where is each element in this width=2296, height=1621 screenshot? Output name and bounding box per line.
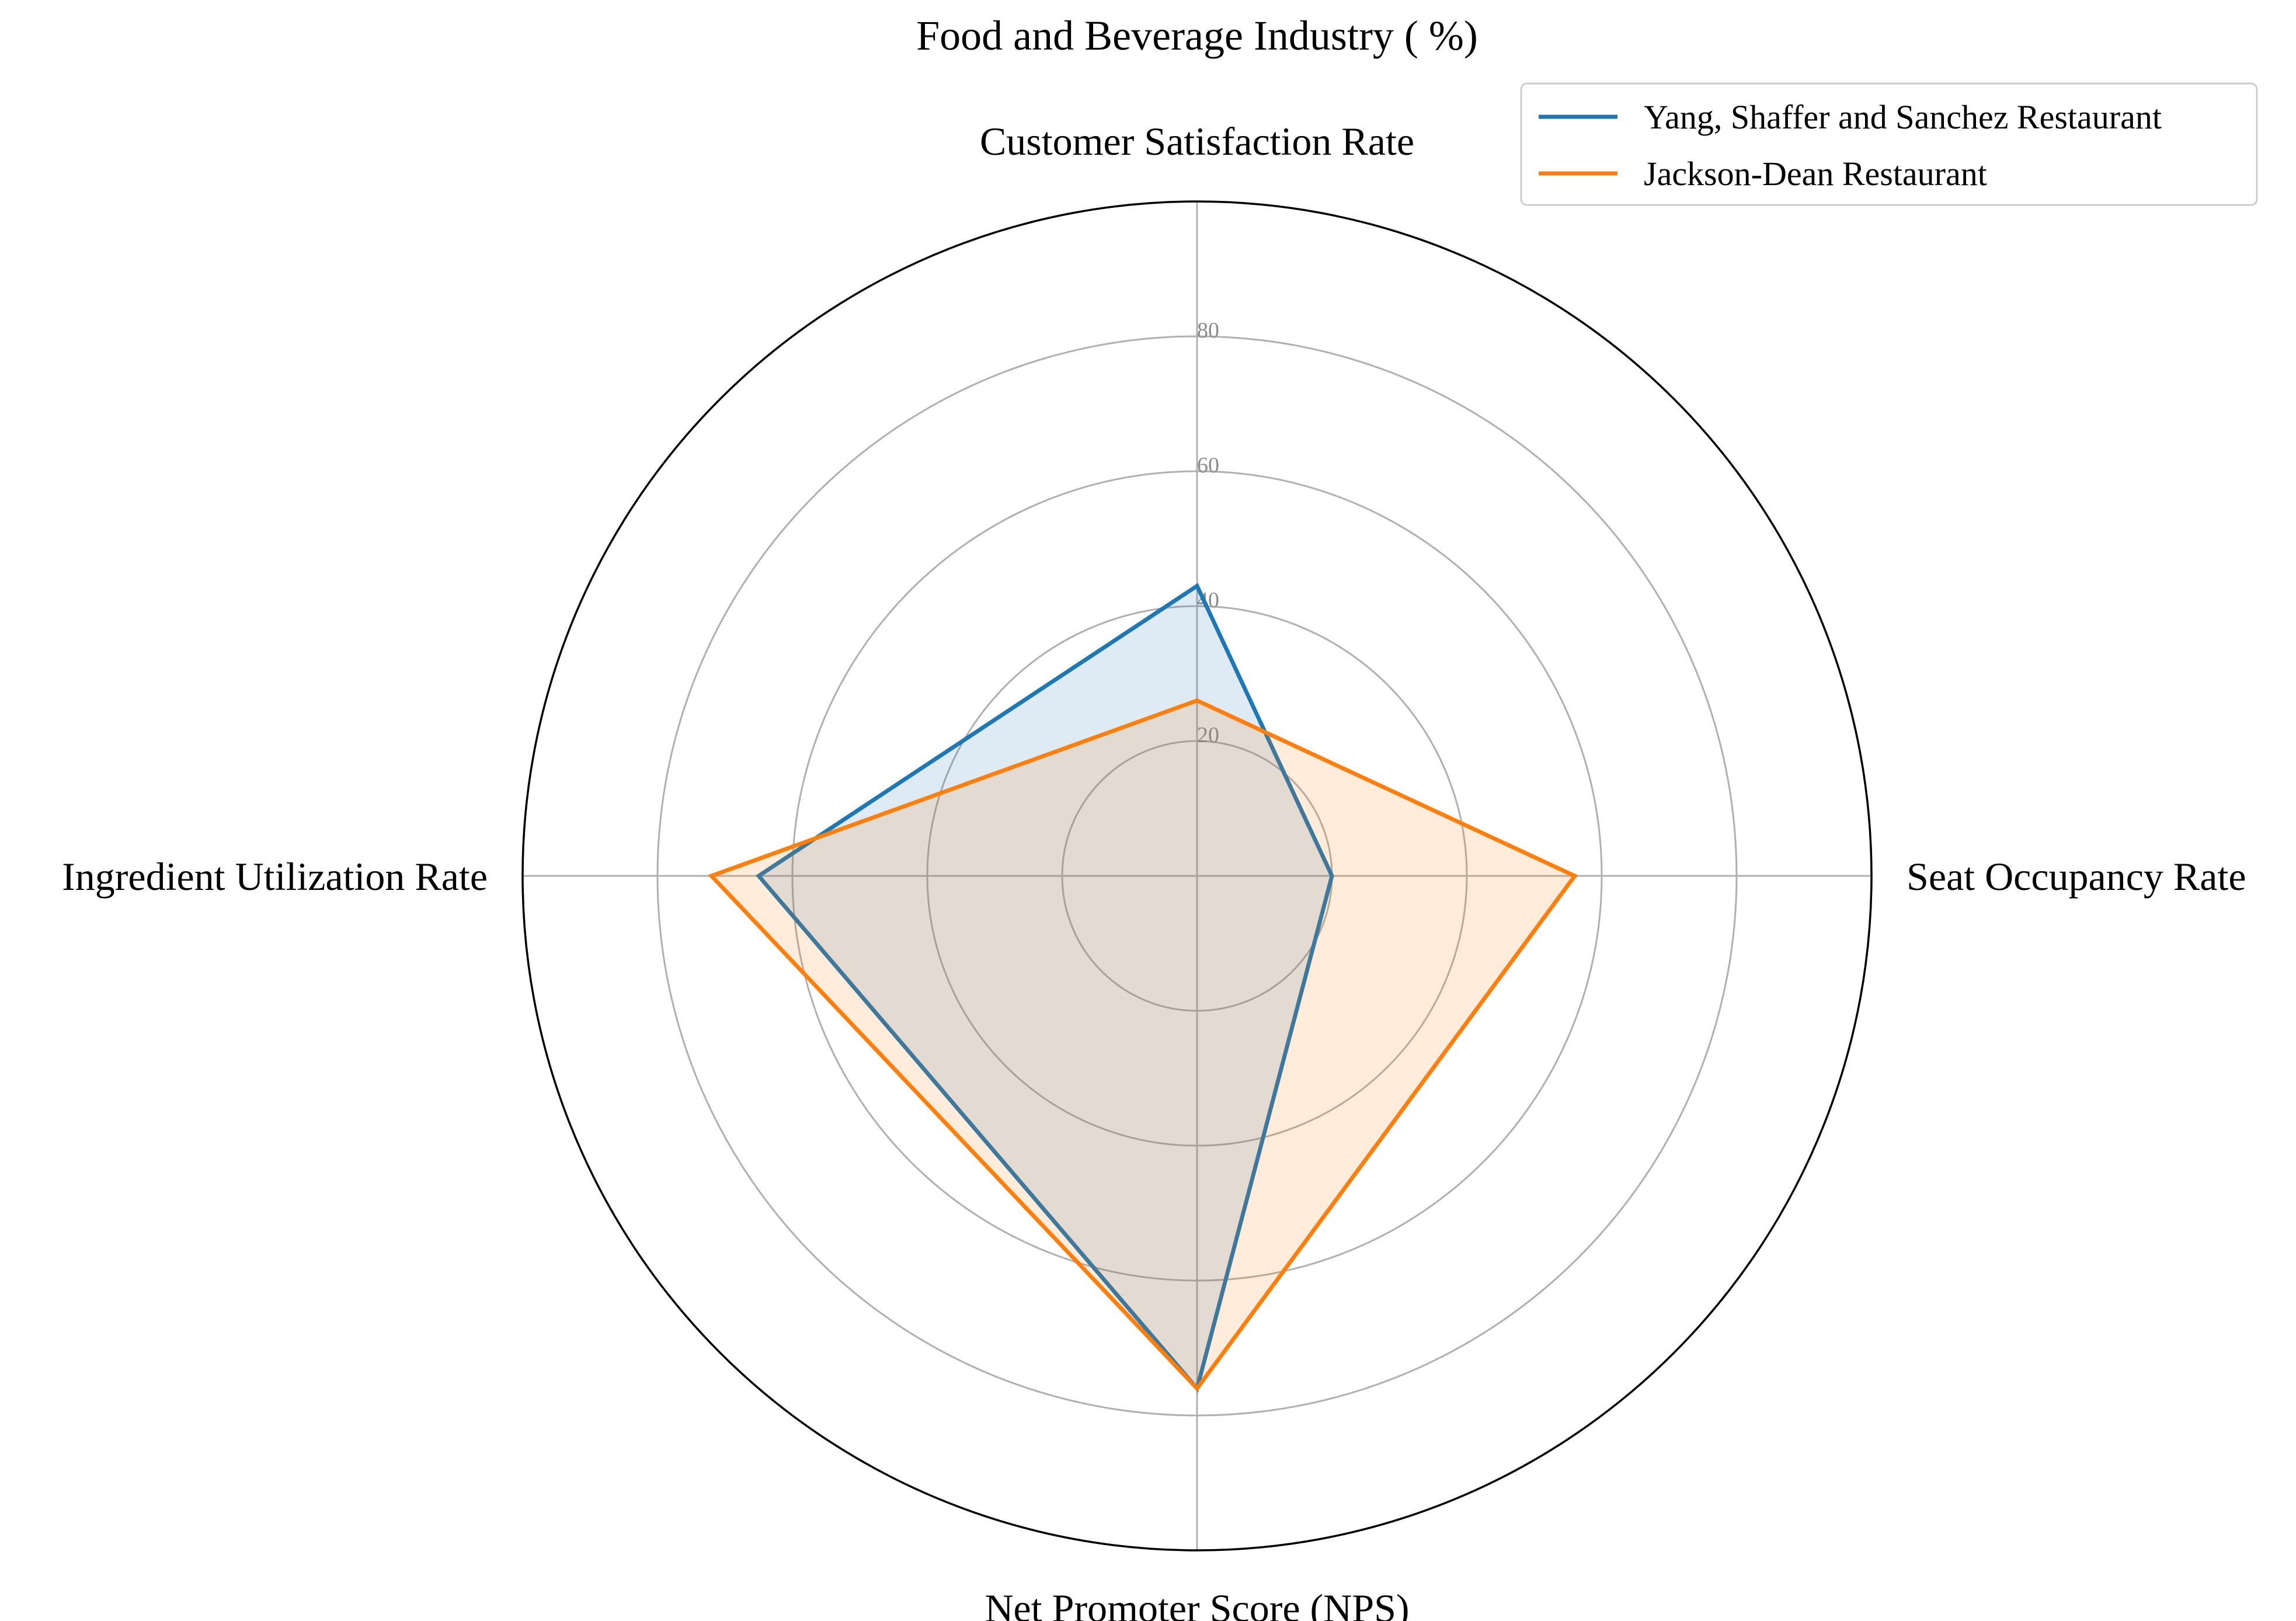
radial-tick-label: 80 bbox=[1197, 318, 1219, 343]
axis-label-net-promoter-score-nps: Net Promoter Score (NPS) bbox=[985, 1586, 1409, 1621]
series-fill-2 bbox=[711, 700, 1575, 1389]
data-point-2-customer-satisfaction-rate bbox=[1196, 700, 1198, 701]
legend-box bbox=[1520, 82, 2258, 206]
data-point-1-seat-occupancy-rate bbox=[1331, 875, 1333, 876]
axis-label-customer-satisfaction-rate: Customer Satisfaction Rate bbox=[980, 119, 1414, 164]
legend: Yang, Shaffer and Sanchez Restaurant Jack… bbox=[1520, 82, 2258, 206]
data-point-2-seat-occupancy-rate bbox=[1574, 875, 1575, 876]
outer-frame bbox=[521, 200, 1873, 1552]
chart-title: Food and Beverage Industry ( %) bbox=[916, 12, 1478, 59]
legend-label-2: Jackson-Dean Restaurant bbox=[1644, 155, 1987, 193]
radial-tick-label: 60 bbox=[1197, 453, 1219, 478]
legend-label-1: Yang, Shaffer and Sanchez Restaurant bbox=[1644, 98, 2162, 136]
radial-tick-label: 20 bbox=[1197, 723, 1219, 747]
data-point-1-customer-satisfaction-rate bbox=[1196, 585, 1198, 587]
axis-label-ingredient-utilization-rate: Ingredient Utilization Rate bbox=[62, 854, 488, 899]
data-point-1-ingredient-utilization-rate bbox=[758, 875, 760, 876]
data-point-2-net-promoter-score-nps bbox=[1196, 1387, 1198, 1389]
axis-label-seat-occupancy-rate: Seat Occupancy Rate bbox=[1907, 854, 2246, 899]
axis-labels: Customer Satisfaction Rate Seat Occupancy… bbox=[62, 119, 2246, 1621]
series-fill-1 bbox=[759, 586, 1332, 1389]
series-layer bbox=[708, 583, 1578, 1393]
data-point-2-ingredient-utilization-rate bbox=[711, 875, 712, 876]
